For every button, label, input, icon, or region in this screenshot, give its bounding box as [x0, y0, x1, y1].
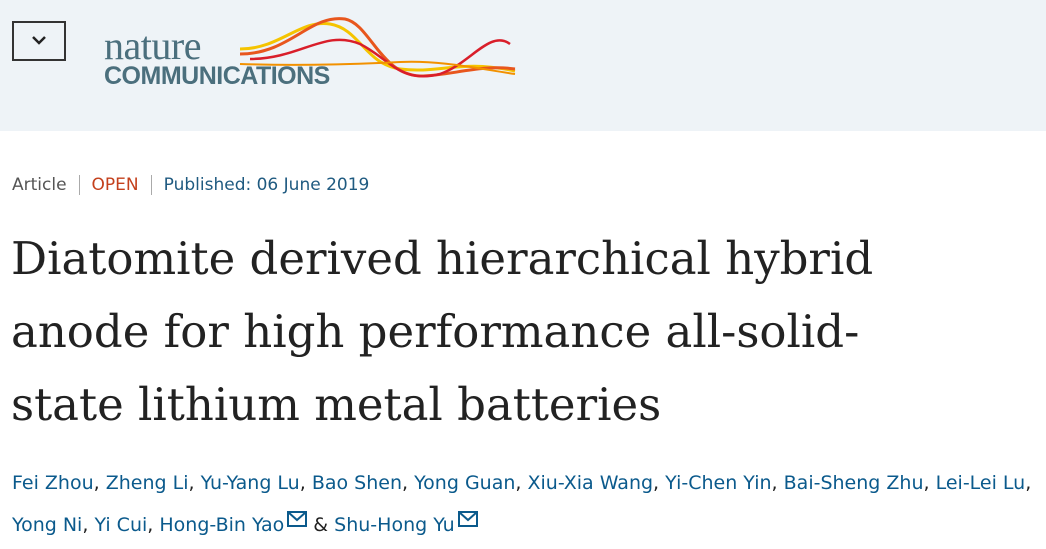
author-name[interactable]: Shu-Hong Yu: [334, 514, 455, 536]
email-icon[interactable]: [457, 511, 478, 527]
published-date: Published: 06 June 2019: [163, 175, 370, 195]
author-name[interactable]: Bao Shen: [311, 472, 402, 494]
author-name[interactable]: Yu-Yang Lu: [200, 472, 300, 494]
author-name[interactable]: Lei-Lei Lu: [935, 472, 1026, 494]
author-name[interactable]: Hong-Bin Yao: [159, 514, 285, 536]
logo-wave: [239, 17, 516, 78]
author-separator: ,: [515, 472, 522, 494]
access-label: OPEN: [91, 175, 139, 195]
author-separator: ,: [147, 514, 154, 536]
author-name[interactable]: Yi-Chen Yin: [665, 472, 772, 494]
article-meta: Article OPEN Published: 06 June 2019: [12, 175, 369, 195]
author-separator: ,: [93, 472, 100, 494]
author-name[interactable]: Zheng Li: [105, 472, 189, 494]
author-list: Fei Zhou, Zheng Li, Yu-Yang Lu, Bao Shen…: [12, 462, 1042, 546]
author-separator: ,: [653, 472, 660, 494]
divider: [78, 175, 80, 195]
logo-word[interactable]: nature: [104, 23, 201, 68]
author-separator: ,: [299, 472, 306, 494]
author-separator: ,: [771, 472, 778, 494]
divider: [150, 175, 152, 195]
author-separator: ,: [923, 472, 930, 494]
author-separator: ,: [402, 472, 409, 494]
article-title: Diatomite derived hierarchical hybrid an…: [11, 232, 874, 431]
logo-subword[interactable]: COMMUNICATIONS: [104, 62, 330, 90]
author-name[interactable]: Yi Cui: [94, 514, 148, 536]
author-separator: ,: [82, 514, 89, 536]
author-name[interactable]: Yong Ni: [12, 514, 83, 536]
author-separator: ,: [188, 472, 195, 494]
author-name[interactable]: Bai-Sheng Zhu: [783, 472, 924, 494]
author-name[interactable]: Fei Zhou: [12, 472, 94, 494]
email-icon[interactable]: [287, 511, 308, 527]
header: nature COMMUNICATIONS: [0, 0, 1046, 131]
author-separator: ,: [1025, 472, 1032, 494]
author-separator: &: [313, 514, 329, 536]
author-name[interactable]: Xiu-Xia Wang: [527, 472, 654, 494]
author-name[interactable]: Yong Guan: [414, 472, 516, 494]
article-type: Article: [12, 175, 67, 195]
menu-button[interactable]: [12, 21, 66, 61]
chevron-icon: [32, 36, 46, 45]
